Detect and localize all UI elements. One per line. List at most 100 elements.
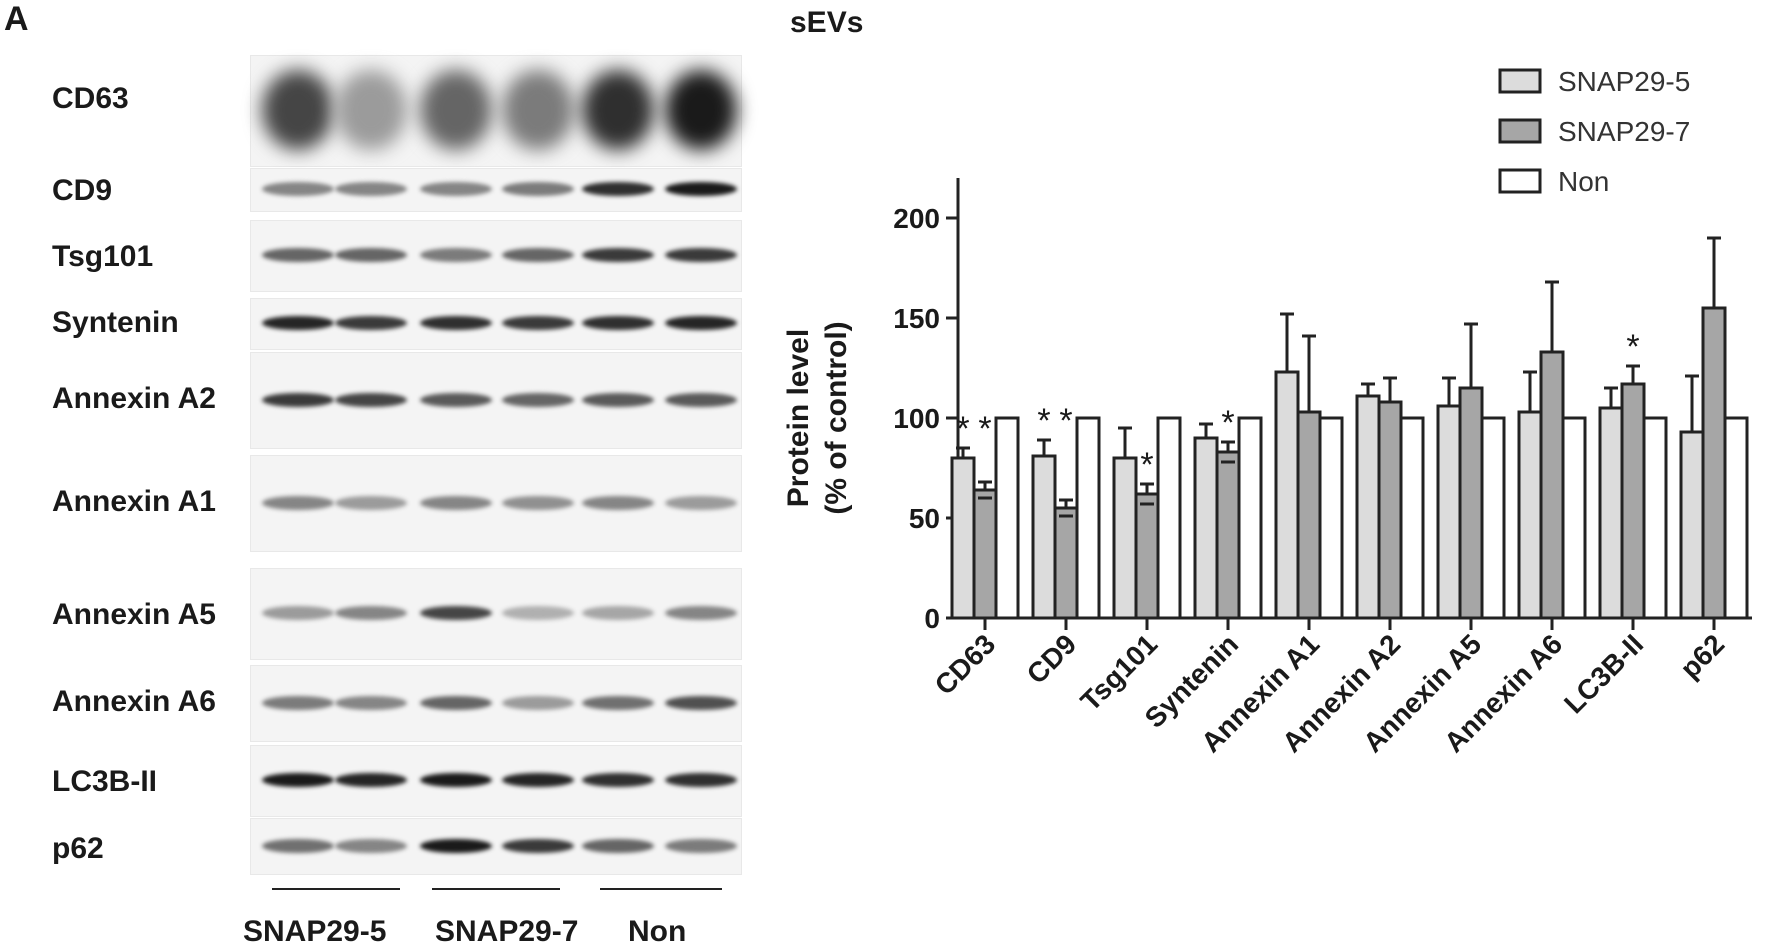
blot-band [665, 606, 737, 620]
blot-band [502, 695, 574, 710]
blot-band [582, 248, 654, 262]
blot-band [335, 773, 407, 787]
bar [1377, 400, 1403, 620]
blot-band [420, 606, 492, 620]
group-underline [272, 888, 400, 890]
blot-row-label: Annexin A1 [52, 485, 216, 518]
blot-row-label: Annexin A2 [52, 382, 216, 415]
blot-band [335, 392, 407, 407]
significance-marker: * [1140, 446, 1153, 484]
significance-marker: * [1037, 402, 1050, 440]
bar [1215, 450, 1241, 620]
blot-band [582, 316, 654, 330]
significance-marker: * [956, 410, 969, 448]
bar [1075, 416, 1101, 620]
blot-row-label: CD63 [52, 82, 129, 115]
y-tick-label: 100 [893, 403, 940, 434]
blot-band [420, 248, 492, 262]
blot-row-label: Annexin A5 [52, 598, 216, 631]
blot-band [335, 495, 407, 510]
blot-row-label: Tsg101 [52, 240, 154, 273]
group-label: SNAP29-7 [435, 915, 579, 948]
blot-band [582, 70, 654, 150]
bar [1399, 416, 1425, 620]
blot-band [665, 838, 737, 853]
blot-row-label: Annexin A6 [52, 685, 216, 718]
blot-band [335, 316, 407, 330]
bar [1156, 416, 1182, 620]
blot-band [665, 695, 737, 710]
blot-band [502, 248, 574, 262]
bar [1598, 406, 1624, 620]
bar [1112, 456, 1138, 620]
blot-band [582, 695, 654, 710]
blot-band [502, 392, 574, 407]
blot-band [262, 495, 334, 510]
blot-band [582, 495, 654, 510]
bar [1701, 306, 1727, 620]
blot-band [335, 248, 407, 262]
blot-band [420, 316, 492, 330]
bar [1539, 350, 1565, 620]
y-tick-label: 150 [893, 303, 940, 334]
bar [1517, 410, 1543, 620]
blot-band [262, 316, 334, 330]
blot-band [502, 182, 574, 196]
legend-label: SNAP29-7 [1558, 116, 1690, 147]
bar [1723, 416, 1749, 620]
blot-row-label: p62 [52, 832, 104, 865]
legend-swatch [1498, 68, 1542, 94]
y-tick-label: 0 [924, 603, 940, 634]
blot-band [665, 316, 737, 330]
significance-marker: * [978, 410, 991, 448]
bar [1642, 416, 1668, 620]
blot-band [335, 838, 407, 853]
bar [1193, 436, 1219, 620]
bar [1458, 386, 1484, 620]
blot-band [420, 695, 492, 710]
x-tick-label: p62 [1674, 628, 1730, 684]
bar [1561, 416, 1587, 620]
bar [1620, 382, 1646, 620]
legend-swatch [1498, 168, 1542, 194]
blot-band [665, 182, 737, 196]
blot-band [665, 773, 737, 787]
legend-label: Non [1558, 166, 1609, 197]
blot-band [665, 248, 737, 262]
bar [1679, 430, 1705, 620]
bar [994, 416, 1020, 620]
bar [1318, 416, 1344, 620]
significance-marker: * [1059, 402, 1072, 440]
blot-band [582, 182, 654, 196]
blot-band [502, 773, 574, 787]
blot-band [262, 182, 334, 196]
blot-band [502, 838, 574, 853]
bar [1296, 410, 1322, 620]
bar [950, 456, 976, 620]
bar [1355, 394, 1381, 620]
group-label: SNAP29-5 [243, 915, 387, 948]
significance-marker: * [1221, 404, 1234, 442]
blot-band [262, 70, 334, 150]
blot-band [502, 495, 574, 510]
blot-band [420, 495, 492, 510]
blot-band [262, 695, 334, 710]
blot-band [420, 182, 492, 196]
blot-row-label: Syntenin [52, 306, 179, 339]
blot-band [582, 392, 654, 407]
blot-band [502, 70, 574, 150]
group-underline [432, 888, 560, 890]
bar [972, 488, 998, 620]
blot-band [665, 495, 737, 510]
blot-row-label: LC3B-II [52, 765, 157, 798]
panel-label: A [4, 0, 29, 38]
blot-band [582, 606, 654, 620]
legend-label: SNAP29-5 [1558, 66, 1690, 97]
blot-band [335, 606, 407, 620]
y-tick-label: 50 [909, 503, 940, 534]
blot-band [335, 182, 407, 196]
blot-band [335, 695, 407, 710]
bar [1436, 404, 1462, 620]
bar [1031, 454, 1057, 620]
blot-band [420, 392, 492, 407]
